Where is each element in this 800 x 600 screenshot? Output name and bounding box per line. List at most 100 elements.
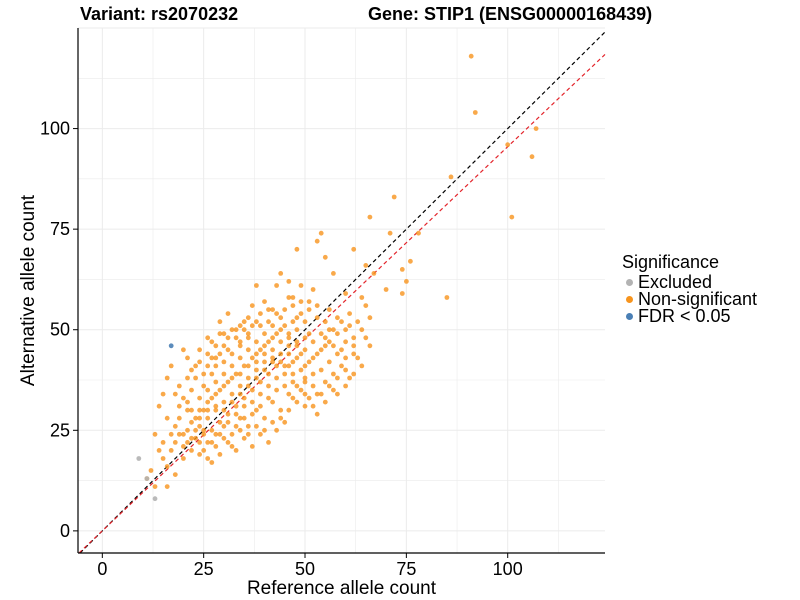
data-point-non-significant bbox=[282, 307, 288, 312]
data-point-non-significant bbox=[331, 327, 336, 333]
data-point-non-significant bbox=[331, 387, 336, 393]
data-point-non-significant bbox=[245, 335, 251, 341]
data-point-non-significant bbox=[266, 339, 271, 345]
x-tick-label: 75 bbox=[396, 559, 416, 579]
legend-title: Significance bbox=[622, 252, 720, 272]
data-point-non-significant bbox=[209, 339, 215, 345]
data-point-non-significant bbox=[278, 415, 284, 421]
data-point-non-significant bbox=[189, 448, 194, 453]
data-point-non-significant bbox=[164, 375, 170, 381]
data-point-non-significant bbox=[274, 427, 279, 433]
data-point-non-significant bbox=[225, 311, 231, 316]
data-point-non-significant bbox=[233, 448, 239, 453]
data-point-non-significant bbox=[371, 271, 377, 276]
data-point-non-significant bbox=[197, 440, 203, 445]
data-point-non-significant bbox=[189, 419, 194, 425]
data-point-non-significant bbox=[245, 363, 251, 369]
data-point-non-significant bbox=[160, 391, 166, 397]
data-point-non-significant bbox=[172, 440, 178, 445]
data-point-non-significant bbox=[274, 283, 279, 288]
data-point-non-significant bbox=[343, 291, 348, 296]
x-tick-label: 0 bbox=[97, 559, 107, 579]
data-point-non-significant bbox=[233, 403, 239, 409]
data-point-non-significant bbox=[172, 391, 178, 397]
chart-title-variant: Variant: rs2070232 bbox=[80, 4, 239, 24]
data-point-non-significant bbox=[233, 423, 239, 429]
data-point-non-significant bbox=[262, 359, 267, 365]
data-point-non-significant bbox=[233, 335, 239, 341]
data-point-non-significant bbox=[241, 327, 247, 333]
data-point-non-significant bbox=[217, 319, 223, 325]
data-point-non-significant bbox=[355, 319, 361, 325]
data-point-non-significant bbox=[262, 351, 267, 357]
data-point-non-significant bbox=[185, 355, 190, 361]
data-point-non-significant bbox=[343, 327, 348, 333]
data-point-non-significant bbox=[229, 375, 235, 381]
data-point-non-significant bbox=[205, 363, 211, 369]
data-point-non-significant bbox=[241, 363, 247, 369]
y-tick-label: 0 bbox=[60, 521, 70, 541]
data-point-non-significant bbox=[399, 267, 405, 272]
data-point-non-significant bbox=[237, 355, 243, 361]
data-point-non-significant bbox=[229, 391, 235, 397]
data-point-non-significant bbox=[335, 351, 340, 357]
data-point-non-significant bbox=[209, 355, 215, 361]
data-point-non-significant bbox=[290, 303, 296, 308]
data-point-non-significant bbox=[343, 355, 348, 361]
data-point-non-significant bbox=[258, 379, 263, 385]
data-point-non-significant bbox=[294, 355, 300, 361]
data-point-non-significant bbox=[294, 399, 300, 405]
data-point-non-significant bbox=[270, 307, 275, 312]
data-point-non-significant bbox=[282, 419, 288, 425]
data-point-non-significant bbox=[245, 375, 251, 381]
data-point-non-significant bbox=[278, 407, 284, 413]
data-point-non-significant bbox=[172, 472, 178, 477]
data-point-non-significant bbox=[217, 419, 223, 425]
data-point-non-significant bbox=[290, 395, 296, 401]
legend-label-excluded: Excluded bbox=[638, 272, 713, 292]
data-point-excluded bbox=[136, 456, 142, 461]
data-point-non-significant bbox=[213, 343, 219, 349]
data-point-non-significant bbox=[318, 367, 324, 373]
data-point-non-significant bbox=[363, 335, 369, 341]
data-point-non-significant bbox=[233, 411, 239, 417]
data-point-non-significant bbox=[326, 383, 332, 389]
data-point-non-significant bbox=[185, 407, 190, 413]
data-point-non-significant bbox=[290, 371, 296, 377]
data-point-non-significant bbox=[225, 419, 231, 425]
data-point-non-significant bbox=[306, 299, 312, 304]
data-point-non-significant bbox=[322, 254, 328, 260]
data-point-non-significant bbox=[201, 383, 207, 389]
data-point-non-significant bbox=[181, 431, 186, 437]
data-point-non-significant bbox=[176, 403, 182, 409]
data-point-non-significant bbox=[213, 363, 219, 369]
data-point-non-significant bbox=[225, 379, 231, 385]
data-point-non-significant bbox=[318, 331, 324, 337]
data-point-non-significant bbox=[237, 343, 243, 349]
data-point-non-significant bbox=[282, 363, 288, 369]
data-point-non-significant bbox=[294, 383, 300, 389]
data-point-non-significant bbox=[343, 367, 348, 373]
data-point-non-significant bbox=[310, 339, 316, 345]
data-point-non-significant bbox=[197, 359, 203, 365]
data-point-non-significant bbox=[245, 431, 251, 437]
data-point-non-significant bbox=[205, 351, 211, 357]
data-point-excluded bbox=[144, 476, 150, 481]
data-point-non-significant bbox=[209, 395, 215, 401]
data-point-non-significant bbox=[225, 347, 231, 353]
data-point-non-significant bbox=[335, 375, 340, 381]
data-point-non-significant bbox=[209, 371, 215, 377]
data-point-non-significant bbox=[351, 246, 357, 252]
data-point-non-significant bbox=[249, 411, 255, 417]
data-point-non-significant bbox=[363, 263, 369, 268]
data-point-non-significant bbox=[201, 427, 207, 433]
data-point-non-significant bbox=[509, 214, 515, 220]
data-point-non-significant bbox=[229, 351, 235, 357]
identity-line bbox=[79, 31, 606, 554]
data-point-non-significant bbox=[193, 415, 199, 421]
data-point-non-significant bbox=[205, 399, 211, 405]
data-point-non-significant bbox=[533, 126, 539, 131]
data-point-non-significant bbox=[164, 484, 170, 489]
data-point-non-significant bbox=[331, 271, 336, 276]
data-point-non-significant bbox=[225, 440, 231, 445]
